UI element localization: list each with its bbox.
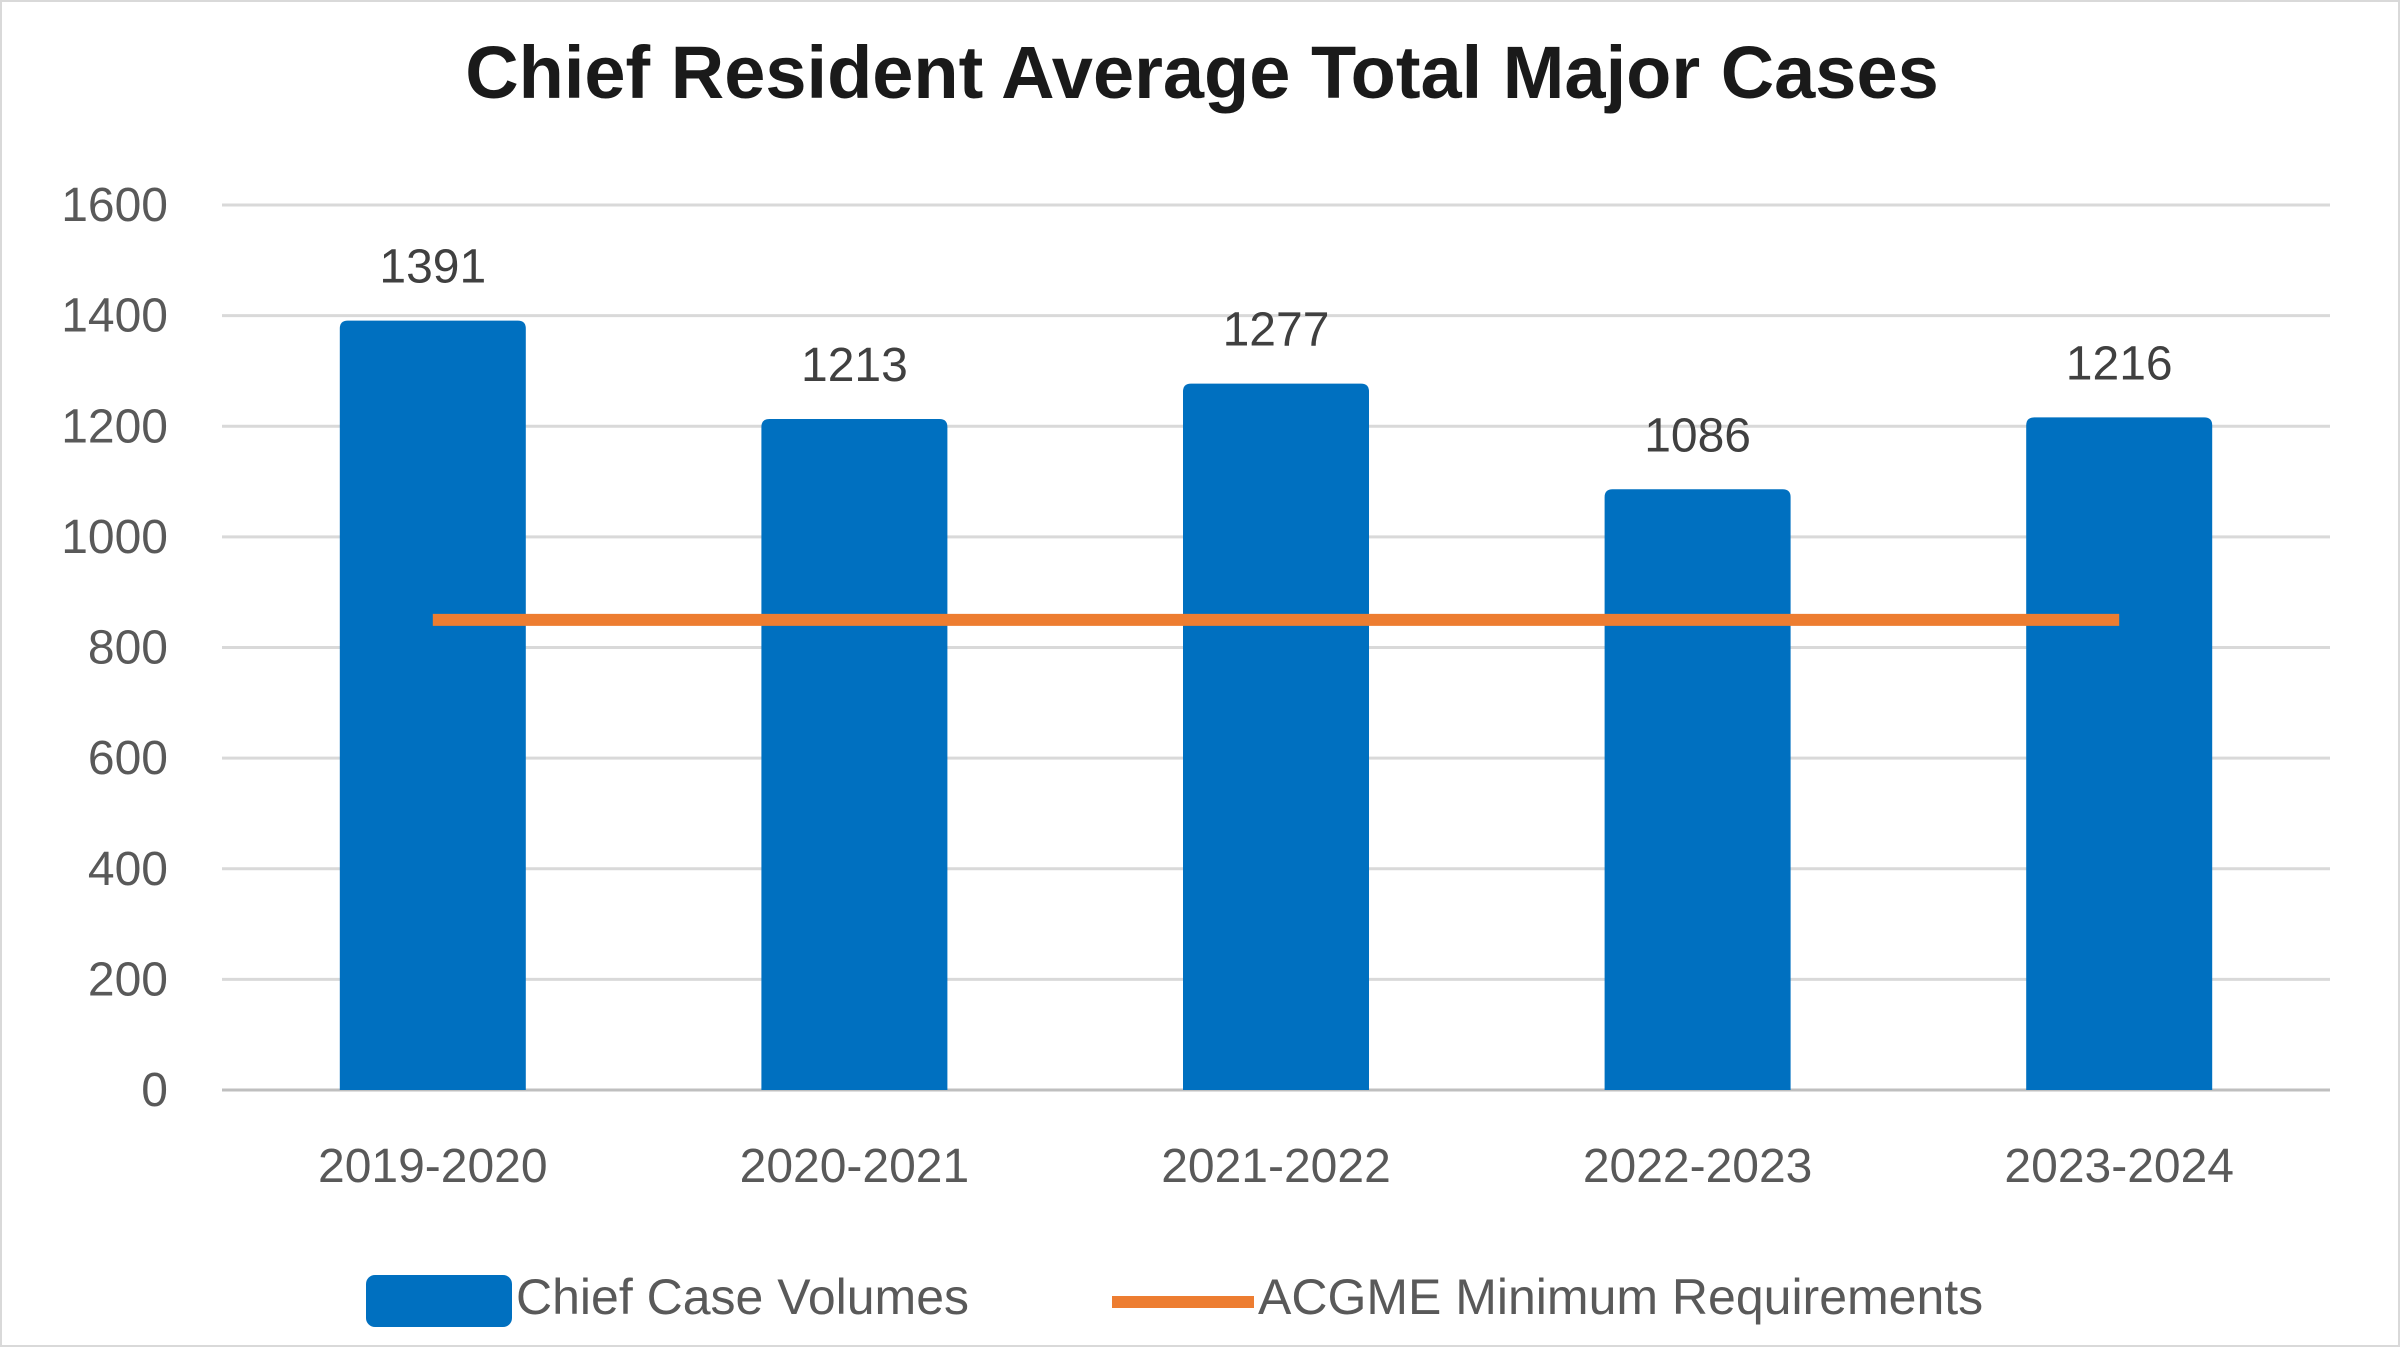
data-label: 1213 (801, 339, 908, 392)
y-tick-label: 400 (88, 843, 168, 896)
y-tick-label: 200 (88, 953, 168, 1006)
bar (2026, 417, 2213, 1090)
chart-title: Chief Resident Average Total Major Cases (465, 31, 1939, 114)
data-labels: 1391 1213 1277 1086 1216 (379, 241, 2172, 463)
y-tick-label: 0 (141, 1064, 168, 1117)
legend-swatch-bar (366, 1275, 512, 1327)
x-tick-label: 2020-2021 (740, 1140, 970, 1193)
x-tick-label: 2022-2023 (1583, 1140, 1813, 1193)
legend: Chief Case Volumes ACGME Minimum Requirem… (366, 1269, 1983, 1327)
y-axis-ticks: 0 200 400 600 800 1000 1200 1400 1600 (61, 179, 168, 1117)
y-tick-label: 1600 (61, 179, 168, 232)
y-tick-label: 1400 (61, 290, 168, 343)
x-tick-label: 2023-2024 (2004, 1140, 2234, 1193)
bars (339, 320, 2213, 1090)
x-tick-label: 2019-2020 (318, 1140, 548, 1193)
data-label: 1086 (1644, 409, 1751, 462)
legend-label-bar: Chief Case Volumes (516, 1269, 969, 1325)
bar (1183, 383, 1369, 1090)
y-tick-label: 1000 (61, 511, 168, 564)
x-tick-label: 2021-2022 (1161, 1140, 1391, 1193)
data-label: 1216 (2066, 337, 2173, 390)
bar (1604, 489, 1791, 1090)
data-label: 1277 (1223, 304, 1330, 357)
y-tick-label: 1200 (61, 400, 168, 453)
x-axis-ticks: 2019-2020 2020-2021 2021-2022 2022-2023 2023… (318, 1140, 2234, 1193)
legend-label-line: ACGME Minimum Requirements (1258, 1269, 1983, 1325)
y-tick-label: 800 (88, 622, 168, 675)
bar (761, 419, 948, 1090)
bar (339, 320, 526, 1090)
y-tick-label: 600 (88, 732, 168, 785)
data-label: 1391 (379, 241, 486, 294)
